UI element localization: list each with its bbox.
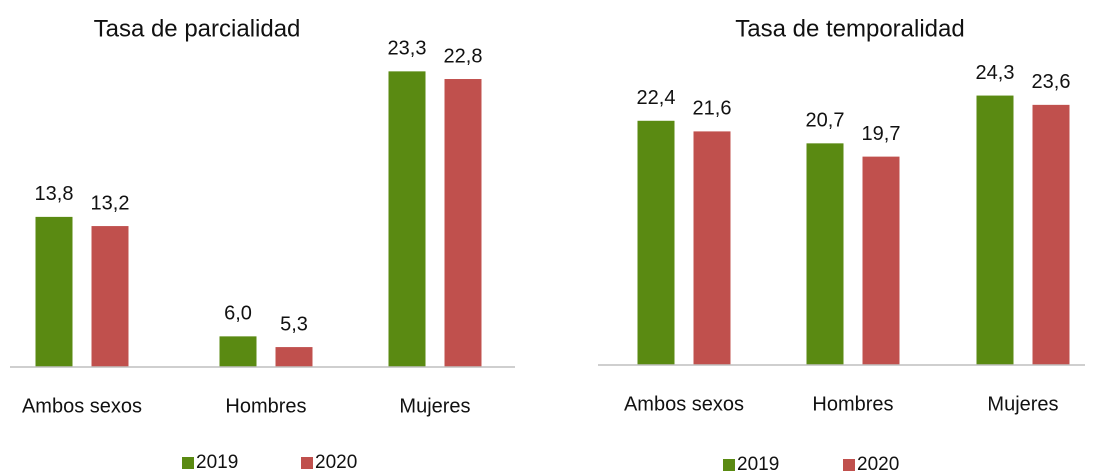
bar — [35, 216, 73, 367]
x-tick-label: Hombres — [812, 393, 893, 415]
legend-swatch — [843, 459, 855, 471]
data-label: 19,7 — [862, 123, 901, 145]
bar — [862, 156, 900, 365]
data-label: 13,2 — [91, 192, 130, 214]
data-label: 24,3 — [976, 62, 1015, 84]
bar — [275, 347, 313, 367]
legend-label: 2019 — [196, 452, 238, 472]
chart-title: Tasa de temporalidad — [735, 15, 964, 42]
bar — [637, 120, 675, 365]
data-label: 5,3 — [280, 313, 308, 335]
legend-swatch — [182, 457, 194, 469]
x-tick-label: Mujeres — [399, 395, 470, 417]
legend-swatch — [723, 459, 735, 471]
data-label: 23,6 — [1032, 71, 1071, 93]
bar — [444, 79, 482, 367]
data-label: 6,0 — [224, 303, 252, 325]
x-tick-label: Ambos sexos — [624, 393, 744, 415]
legend-label: 2020 — [315, 452, 357, 472]
legend-label: 2020 — [857, 454, 899, 472]
bar — [693, 131, 731, 365]
bar — [91, 226, 129, 367]
data-label: 22,4 — [637, 87, 676, 109]
bar — [388, 71, 426, 367]
bar — [1032, 104, 1070, 365]
data-label: 13,8 — [35, 183, 74, 205]
data-label: 22,8 — [444, 45, 483, 67]
x-tick-label: Ambos sexos — [22, 395, 142, 417]
legend-label: 2019 — [737, 454, 779, 472]
chart-title: Tasa de parcialidad — [94, 15, 301, 42]
data-label: 21,6 — [693, 98, 732, 120]
x-tick-label: Hombres — [225, 395, 306, 417]
x-tick-label: Mujeres — [987, 393, 1058, 415]
legend-swatch — [301, 457, 313, 469]
data-label: 20,7 — [806, 110, 845, 132]
bar — [219, 336, 257, 367]
bar — [806, 143, 844, 365]
bar — [976, 95, 1014, 366]
data-label: 23,3 — [388, 38, 427, 60]
